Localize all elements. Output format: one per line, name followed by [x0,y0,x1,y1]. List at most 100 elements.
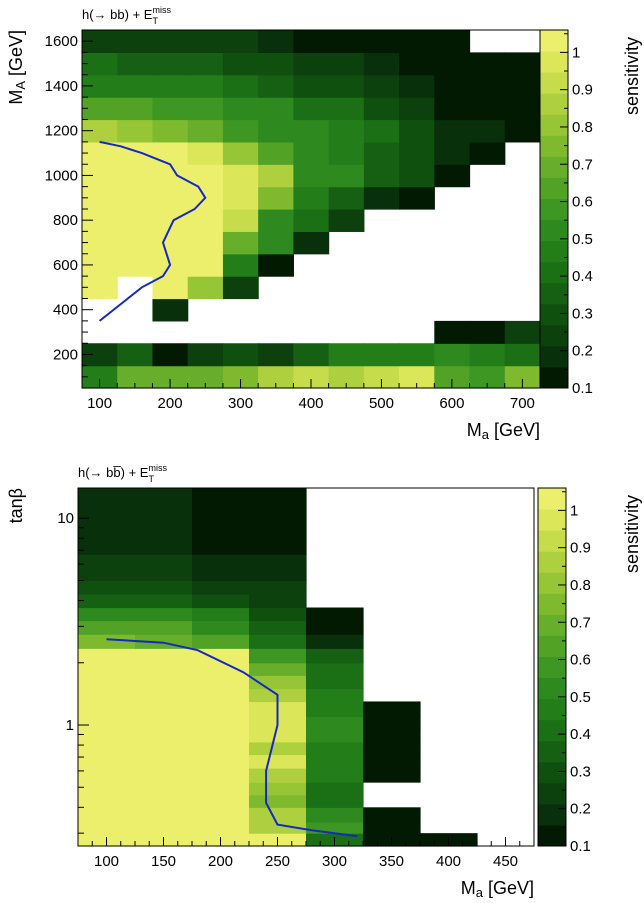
heatmap-cell [78,675,136,690]
heatmap-cell [363,52,400,76]
heatmap-cell [192,540,250,555]
heatmap-cell [249,527,307,542]
heatmap-cell [152,30,189,53]
heatmap-cell [306,767,364,783]
heatmap-cell [222,365,259,389]
heatmap-cell [78,662,136,676]
heatmap-cell [249,500,307,515]
colorbar-segment [540,219,568,242]
colorbar-segment [538,635,566,657]
heatmap-cell [363,343,400,367]
colorbar-segment [538,509,566,531]
heatmap-cell [469,119,506,143]
heatmap-cell [222,119,259,143]
heatmap-cell [78,567,136,582]
heatmap-cell [249,782,307,796]
colorbar-tick-label: 0.6 [570,652,591,669]
heatmap-cell [258,209,294,232]
colorbar-segment [540,72,568,94]
heatmap-cell [192,634,250,649]
heatmap-cell [504,365,541,389]
heatmap-cell [187,141,224,165]
heatmap-cell [249,488,307,501]
heatmap-cell [363,754,421,769]
x-tick-label: 250 [265,853,290,870]
heatmap-cell [363,807,421,823]
heatmap-cell [135,662,193,676]
heatmap-cell [117,52,154,76]
heatmap-cell [249,741,307,756]
heatmap-cell [82,52,118,76]
colorbar-segment [538,488,566,510]
colorbar-segment [540,345,568,368]
heatmap-cell [328,141,365,165]
heatmap-cell [222,141,259,165]
heatmap-cell [222,209,259,232]
heatmap-cell [249,648,307,664]
colorbar-segment [538,551,566,573]
heatmap-cell [249,580,307,595]
heatmap-cell [192,527,250,542]
heatmap-cell [258,52,294,76]
heatmap-cell [363,97,400,121]
colorbar-segment [540,303,568,326]
colorbar-tick-label: 0.7 [570,614,591,631]
heatmap-cell [135,607,193,622]
heatmap-cell [306,701,364,718]
heatmap-cell [306,794,364,808]
colorbar-tick-label: 0.1 [570,838,591,855]
colorbar-segment [538,761,566,784]
heatmap-cell [192,513,250,529]
colorbar-segment [538,572,566,594]
heatmap-cell [306,662,364,676]
heatmap-cell [434,97,471,121]
heatmap-cell [249,767,307,783]
heatmap-cell [135,688,193,703]
heatmap-cell [192,554,250,568]
x-tick-label: 500 [369,395,394,412]
heatmap-cell [192,754,250,769]
x-tick-label: 100 [94,853,119,870]
heatmap-cell [135,527,193,542]
heatmap-cell [187,52,224,76]
heatmap-cell [249,754,307,769]
heatmap-cell [187,209,224,232]
heatmap-cell [249,540,307,555]
heatmap-cell [78,741,136,756]
x-tick-label: 300 [228,395,253,412]
heatmap-cell [363,728,421,743]
x-axis-label: Ma [GeV] [467,420,540,442]
heatmap-cell [82,276,118,300]
heatmap-cell [117,231,154,255]
heatmap-cell [399,74,435,98]
heatmap-cell [363,74,400,98]
heatmap-cell [258,365,294,389]
heatmap-cell [78,767,136,783]
heatmap-cell [363,30,400,53]
colorbar-segment [540,135,568,157]
heatmap-cell [78,594,136,609]
heatmap-cell [249,607,307,622]
sensitivity-contour [98,140,207,322]
x-tick-label: 100 [87,395,112,412]
heatmap-cell [399,343,435,367]
heatmap-cell [469,365,506,389]
heatmap-cell [135,620,193,635]
heatmap-cell [258,253,294,277]
heatmap-cell [258,141,294,165]
heatmap-cell [82,119,118,143]
heatmap-cell [363,741,421,756]
heatmap-cell [328,365,365,389]
heatmap-cell [117,253,154,277]
heatmap-cell [187,30,224,53]
heatmap-cell [82,231,118,255]
heatmap-cell [434,52,471,76]
heatmap-cell [152,141,189,165]
heatmap-cell [117,30,154,53]
y-tick-label: 10 [57,510,74,527]
heatmap-cell [363,716,421,730]
heatmap-cell [258,119,294,143]
heatmap-cell [293,209,330,232]
heatmap-cell [78,527,136,542]
heatmap-cell [363,767,421,783]
